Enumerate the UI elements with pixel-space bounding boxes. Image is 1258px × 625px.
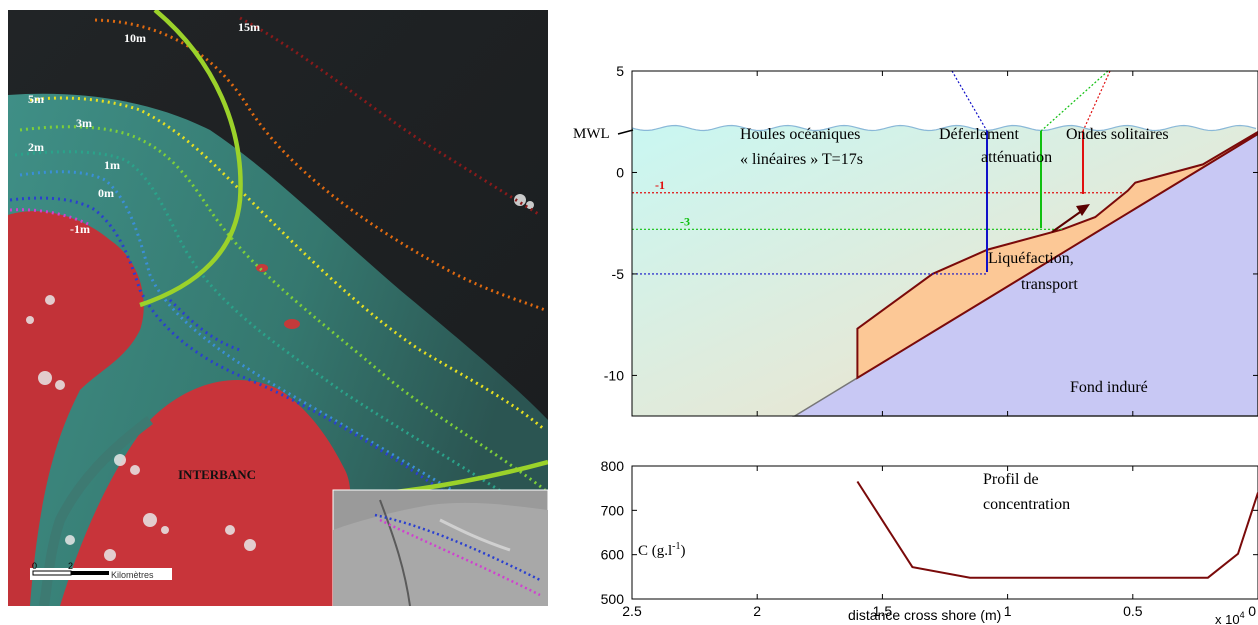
- contour-15m: [239, 16, 541, 217]
- contour-0m-extra: [168, 298, 241, 352]
- contour-minus1m: [9, 208, 91, 227]
- mwl-label: MWL: [573, 126, 610, 142]
- contour-0m: [9, 196, 546, 562]
- conc-y-tick-label: 800: [601, 458, 625, 474]
- conc-y-tick-label: 500: [601, 591, 625, 607]
- guide-blue-dotted: [951, 70, 988, 132]
- water-surface-line: [631, 124, 1257, 132]
- x-tick-label: 2.5: [622, 603, 642, 619]
- transport-arrow: [1051, 209, 1084, 233]
- fond-label: Fond induré: [1070, 379, 1148, 396]
- depth-label-minus3: -3: [680, 214, 690, 228]
- y-tick-label: -10: [604, 367, 624, 383]
- depth-label-minus1: -1: [655, 178, 665, 192]
- label-10m: 10m: [124, 31, 146, 45]
- contour-3m: [19, 125, 546, 492]
- scale-unit: Kilomètres: [111, 570, 154, 580]
- label-2m: 2m: [28, 140, 44, 154]
- x-tick-label: 0.5: [1123, 603, 1143, 619]
- x-multiplier-exp: 4: [1240, 610, 1245, 620]
- label-3m: 3m: [76, 116, 92, 130]
- transport-arrowhead: [1076, 204, 1090, 216]
- concentration-ylabel: C (g.l-1): [638, 541, 686, 559]
- inset-radar-image: [332, 489, 548, 606]
- land-mainland: [8, 211, 144, 606]
- fluid-mud-layer: [856, 130, 1258, 380]
- scale-tick-0: 0: [32, 561, 37, 571]
- y-tick-label: 0: [616, 164, 624, 180]
- profile-frame: [631, 70, 1258, 417]
- label-5m: 5m: [28, 92, 44, 106]
- guide-red-dotted: [1082, 70, 1111, 132]
- conc-y-tick-label: 700: [601, 502, 625, 518]
- contour-5m: [29, 96, 546, 432]
- concentration-y-ticks: 800 700 600 500: [601, 458, 1258, 607]
- liquefaction-label-1: Liquéfaction,: [988, 250, 1074, 267]
- label-minus1m: -1m: [70, 222, 90, 236]
- concentration-line: [856, 480, 1258, 579]
- interbanc-label: INTERBANC: [178, 467, 256, 482]
- green-arc-line: [139, 10, 243, 308]
- ylabel-exp: -1: [672, 541, 680, 552]
- conc-y-tick-label: 600: [601, 547, 625, 563]
- contour-2m: [14, 150, 546, 522]
- concentration-title-2: concentration: [983, 496, 1070, 513]
- deferlement-label: Déferlement: [939, 126, 1020, 143]
- concentration-title-1: Profil de: [983, 471, 1039, 488]
- x-tick-label: 1: [1004, 603, 1012, 619]
- x-tick-label: 1.5: [873, 603, 893, 619]
- x-tick-label: 0: [1248, 603, 1256, 619]
- scale-bar: 0 2 Kilomètres: [30, 561, 172, 580]
- x-axis-label: distance cross shore (m): [848, 607, 1001, 623]
- liquefaction-label-2: transport: [1021, 276, 1078, 293]
- mwl-tick: [617, 129, 634, 135]
- houles-label-1: Houles océaniques: [740, 126, 860, 143]
- satellite-map: 15m 10m 5m 3m 2m 1m 0m -1m INTERBANC 0 2…: [8, 10, 548, 606]
- houles-label-2: « linéaires » T=17s: [740, 151, 863, 168]
- scale-tick-2: 2: [68, 561, 73, 571]
- ylabel-end: ): [681, 543, 686, 559]
- profile-x-ticks: [631, 71, 1258, 416]
- red-spots: [256, 264, 300, 329]
- label-0m: 0m: [98, 186, 114, 200]
- concentration-frame: [631, 465, 1258, 600]
- y-tick-label: -5: [612, 266, 625, 282]
- label-15m: 15m: [238, 20, 260, 34]
- attenuation-label: atténuation: [981, 149, 1052, 166]
- concentration-x-ticks: 2.5 2 1.5 1 0.5 0: [622, 466, 1258, 619]
- label-1m: 1m: [104, 158, 120, 172]
- x-tick-label: 2: [753, 603, 761, 619]
- y-tick-label: 5: [616, 63, 624, 79]
- profile-chart: -1 -3 5 0 -5 -10 MWL Houles océaniques « li…: [573, 63, 1258, 417]
- profile-y-ticks: 5 0 -5 -10: [604, 63, 1258, 383]
- clouds: [26, 194, 534, 561]
- ylabel-main: C (g.l: [638, 543, 672, 559]
- guide-green-dotted: [1040, 70, 1109, 132]
- land-south: [60, 380, 351, 606]
- ondes-label: Ondes solitaires: [1066, 126, 1169, 143]
- x-multiplier-base: x 10: [1215, 612, 1240, 625]
- x-multiplier: x 104: [1215, 610, 1245, 625]
- concentration-chart: 2.5 2 1.5 1 0.5 0 800 700 600 500 C (g.l-1) Prof…: [601, 458, 1258, 625]
- contour-1m: [19, 170, 546, 547]
